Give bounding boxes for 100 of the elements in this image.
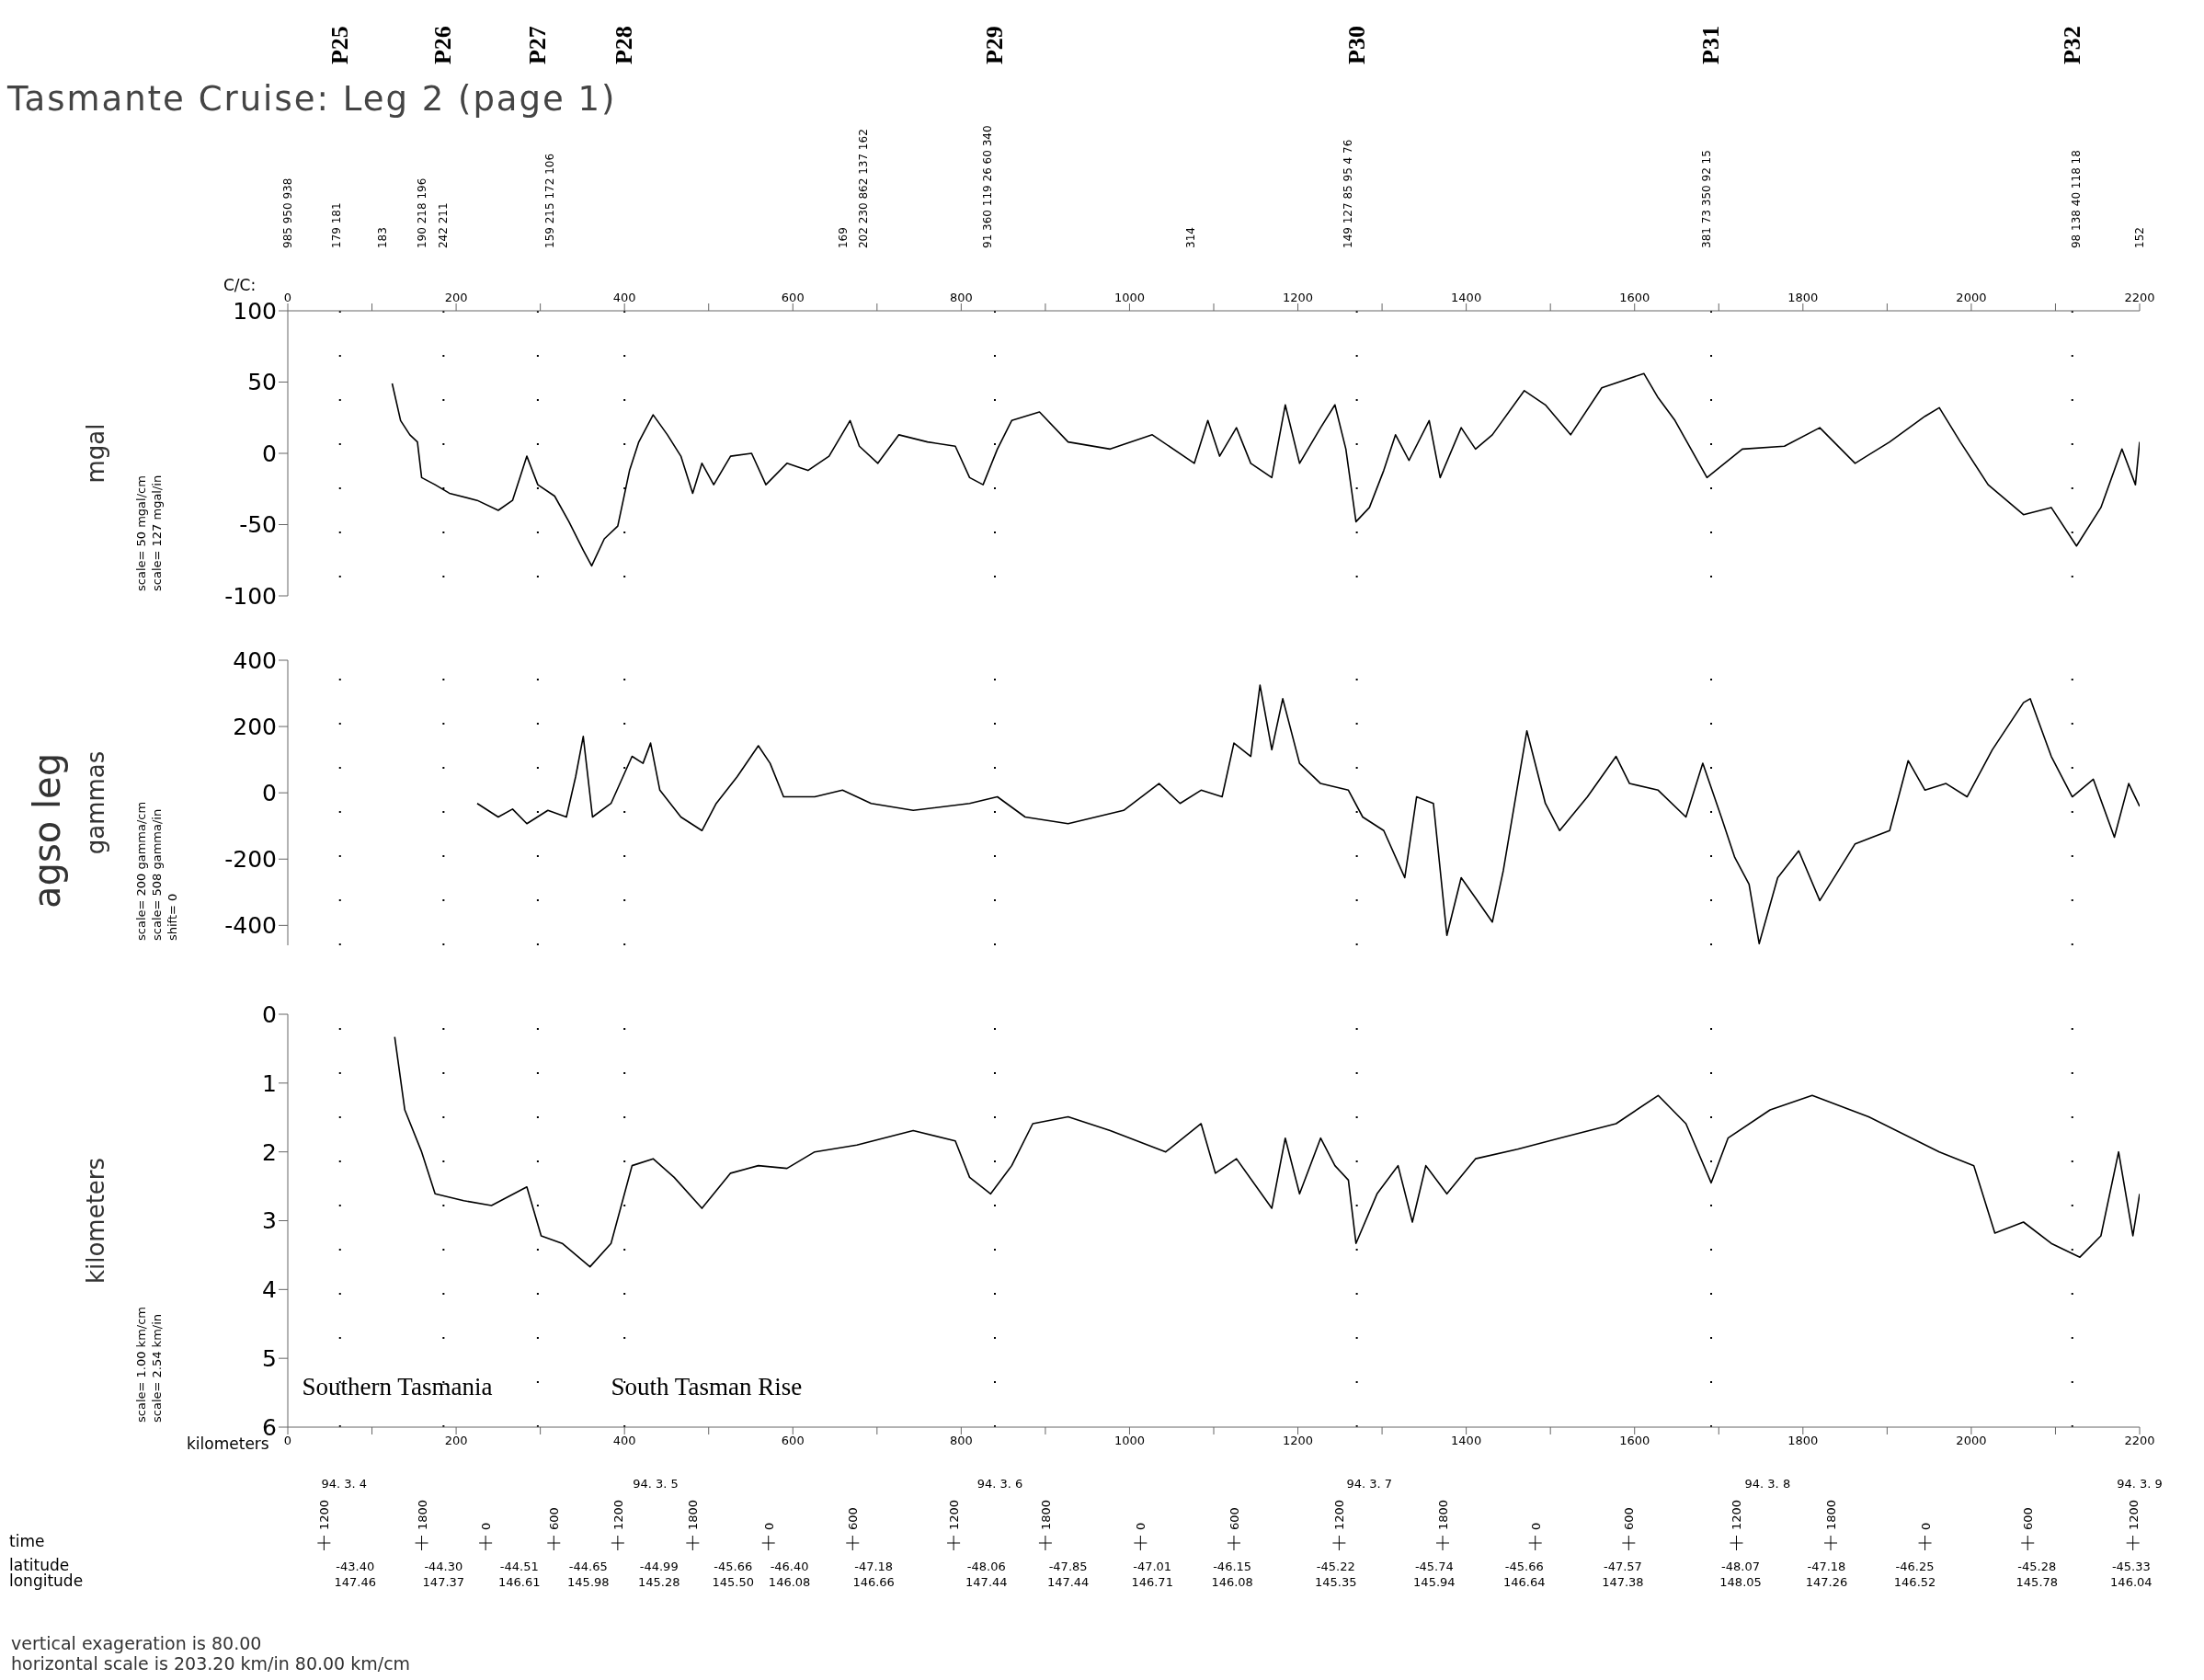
text: -44.51 146.61 — [498, 1560, 541, 1589]
text: -47.85 147.44 — [1046, 1560, 1090, 1589]
text: P30 — [1342, 26, 1370, 64]
x-tick-label: 1200 — [1283, 1434, 1314, 1448]
text: 1200 — [611, 1499, 625, 1530]
y-tick-label: 0 — [262, 780, 277, 807]
text: 190 218 196 — [415, 177, 428, 248]
text: scale= 200 gamma/cm — [134, 801, 148, 941]
x-tick-label: 1600 — [1619, 291, 1650, 304]
text: 600 — [2021, 1507, 2036, 1530]
y-tick-label: 400 — [233, 646, 277, 674]
text: 183 — [375, 227, 389, 248]
y-tick-label: -400 — [224, 912, 277, 940]
text: 0 — [479, 1522, 494, 1530]
chart-title: Tasmante Cruise: Leg 2 (page 1) — [7, 79, 617, 119]
text: 1800 — [686, 1499, 701, 1530]
x-tick-label: 600 — [781, 1434, 805, 1448]
y-tick-label: 50 — [247, 369, 277, 396]
y-axis-title: mgal — [82, 423, 109, 484]
text: 0 — [761, 1522, 776, 1530]
annotation: Southern Tasmania — [302, 1373, 493, 1400]
text: 1200 — [1730, 1499, 1744, 1530]
x-tick-label: 200 — [444, 291, 468, 304]
text: 152 — [2133, 227, 2146, 248]
y-tick-label: -100 — [224, 582, 277, 610]
y-axis-title: kilometers — [82, 1157, 109, 1285]
y-tick-label: 4 — [262, 1276, 277, 1304]
text: 94. 3. 7 — [1346, 1477, 1393, 1491]
y-tick-label: 3 — [262, 1207, 277, 1235]
x-tick-label: 1200 — [1283, 291, 1314, 304]
text: time — [9, 1532, 45, 1550]
text: -45.66 146.64 — [1503, 1560, 1546, 1589]
y-axis-title: gammas — [82, 750, 109, 855]
text: 159 215 172 106 — [542, 153, 556, 248]
text: P29 — [980, 26, 1008, 64]
text: 1200 — [2126, 1499, 2141, 1530]
text: 94. 3. 4 — [321, 1477, 368, 1491]
text: P25 — [325, 26, 353, 64]
text: -48.07 148.05 — [1719, 1560, 1762, 1589]
text: -47.57 147.38 — [1602, 1560, 1644, 1589]
text: -43.40 147.46 — [334, 1560, 376, 1589]
text: scale= 2.54 km/in — [150, 1313, 164, 1423]
text: 1200 — [317, 1499, 332, 1530]
text: 0 — [1528, 1522, 1543, 1530]
x-axis-title: C/C: — [223, 276, 257, 294]
y-tick-label: 5 — [262, 1345, 277, 1373]
x-tick-label: 0 — [283, 1434, 292, 1448]
y-tick-label: 200 — [233, 713, 277, 740]
x-tick-label: 1400 — [1451, 291, 1482, 304]
text: 94. 3. 9 — [2117, 1477, 2163, 1491]
x-tick-label: 1000 — [1113, 1434, 1145, 1448]
text: -45.66 145.50 — [712, 1560, 755, 1589]
y-tick-label: -50 — [239, 511, 277, 539]
text: -45.28 145.78 — [2016, 1560, 2059, 1589]
text: 94. 3. 8 — [1744, 1477, 1791, 1491]
text: 242 211 — [437, 202, 451, 248]
text: -45.22 145.35 — [1314, 1560, 1357, 1589]
y-tick-label: 0 — [262, 1000, 277, 1028]
text: shift= 0 — [166, 893, 179, 941]
text: -45.33 146.04 — [2110, 1560, 2153, 1589]
y-tick-label: 0 — [262, 440, 277, 467]
x-tick-label: 2000 — [1956, 1434, 1987, 1448]
text: vertical exageration is 80.00 — [11, 1633, 263, 1653]
text: 1800 — [1436, 1499, 1450, 1530]
text: P32 — [2058, 26, 2085, 64]
text: 94. 3. 5 — [633, 1477, 679, 1491]
text: 600 — [1227, 1507, 1241, 1530]
x-tick-label: 1400 — [1451, 1434, 1482, 1448]
text: scale= 1.00 km/cm — [134, 1307, 148, 1423]
text: agso leg — [26, 752, 68, 909]
text: -45.74 145.94 — [1413, 1560, 1456, 1589]
text: 314 — [1184, 227, 1198, 248]
text: scale= 50 mgal/cm — [134, 475, 148, 591]
text: -47.01 146.71 — [1131, 1560, 1173, 1589]
text: 179 181 — [330, 202, 344, 248]
text: horizontal scale is 203.20 km/in 80.00 km/cm — [11, 1653, 411, 1674]
y-tick-label: 100 — [233, 297, 277, 325]
text: scale= 508 gamma/in — [150, 808, 164, 941]
text: 1200 — [947, 1499, 962, 1530]
text: latitude — [9, 1556, 70, 1574]
text: 1800 — [1824, 1499, 1839, 1530]
text: 600 — [547, 1507, 562, 1530]
text: longitude — [9, 1571, 84, 1590]
x-tick-label: 600 — [781, 291, 805, 304]
x-tick-label: 2000 — [1956, 291, 1987, 304]
text: -47.18 146.66 — [852, 1560, 895, 1589]
text: 600 — [846, 1507, 861, 1530]
text: 381 73 350 92 15 — [1700, 150, 1714, 248]
x-tick-label: 400 — [612, 1434, 636, 1448]
text: 1200 — [1332, 1499, 1347, 1530]
text: 98 138 40 118 18 — [2070, 150, 2084, 248]
x-tick-label: 800 — [949, 291, 973, 304]
text: P27 — [523, 26, 551, 64]
text: -44.99 145.28 — [637, 1560, 680, 1589]
x-tick-label: 200 — [444, 1434, 468, 1448]
text: P31 — [1697, 26, 1725, 64]
x-tick-label: 1000 — [1113, 291, 1145, 304]
text: 1800 — [415, 1499, 429, 1530]
text: 169 — [837, 227, 851, 248]
x-tick-label: 0 — [283, 291, 292, 304]
